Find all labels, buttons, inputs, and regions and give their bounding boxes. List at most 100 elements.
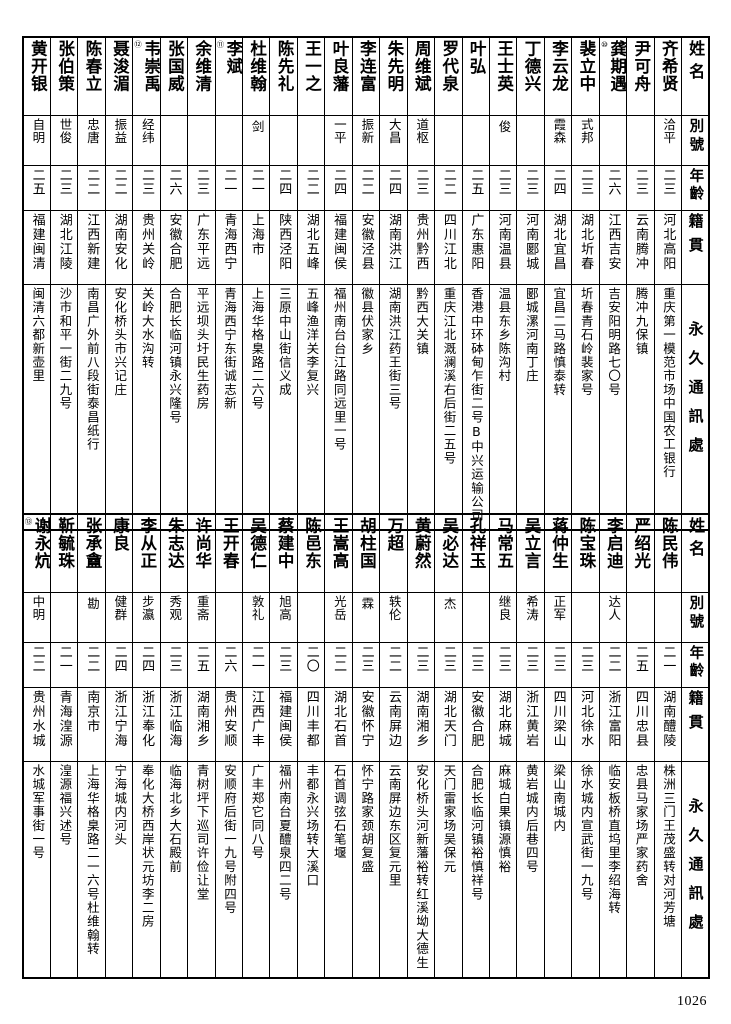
name-text: 万超 (384, 517, 404, 552)
cell-address: 安顺府后街一九号附四号 (214, 761, 244, 979)
name-text: 许尚华 (192, 517, 212, 570)
roster-table-bottom: 谢永炕 ⑬ 靳毓珠 张承盦 康良 李从正 朱志达 许尚华 王开春 吴德仁 蔡建中 … (21, 513, 710, 979)
cell-address: 五峰渔洋关李复兴 (296, 284, 326, 532)
cell-age: 二三 (488, 642, 518, 688)
cell-origin: 湖北宜昌 (543, 210, 573, 285)
cell-address: 黔西大关镇 (406, 284, 436, 532)
cell-address: 吉安阳明路七〇号 (598, 284, 628, 532)
name-text: 王士英 (494, 40, 514, 93)
cell-name: 严绍光 (626, 513, 655, 593)
cell-origin: 陕西泾阳 (269, 210, 298, 285)
name-superscript: ⑩ (601, 40, 608, 49)
cell-address: 怀宁路家颈胡复盛 (351, 761, 381, 979)
cell-age: 二三 (269, 642, 298, 688)
cell-alias: 一平 (324, 115, 353, 166)
name-text: 李云龙 (549, 40, 569, 93)
cell-address: 合肥长临河镇裕慎祥号 (461, 761, 490, 979)
cell-age: 二一 (241, 165, 271, 211)
name-text: 裴立中 (576, 40, 596, 93)
cell-address: 上海华格臬路二一六号杜维翰转 (77, 761, 106, 979)
cell-name: 蔡建中 (269, 513, 298, 593)
cell-age: 二三 (49, 165, 79, 211)
cell-origin: 湖北石首 (324, 687, 353, 762)
row-alias: 中明 勘 健群 步瀛 秀观 重斋 敦礼 旭高 光岳 霖 轶伦 杰 继良 希涛 正… (21, 592, 710, 643)
cell-address: 温县东乡陈沟村 (488, 284, 518, 532)
cell-name: 朱志达 (159, 513, 189, 593)
cell-name: 吴德仁 (241, 513, 271, 593)
name-text: 聂浚湄 (110, 40, 130, 93)
cell-name: 朱先明 (379, 36, 408, 116)
cell-age: 二四 (269, 165, 298, 211)
name-text: 陈邑东 (302, 517, 322, 570)
name-text: 龚期遇 (607, 40, 627, 93)
name-text: 李连富 (357, 40, 377, 93)
header-age-text: 年齡 (687, 645, 704, 680)
cell-name: 李连富 (351, 36, 381, 116)
cell-name: 裴立中 (571, 36, 600, 116)
cell-alias: 轶伦 (379, 592, 408, 643)
cell-origin: 云南腾冲 (626, 210, 655, 285)
cell-alias: 正军 (543, 592, 573, 643)
cell-name: 王嵩高 (324, 513, 353, 593)
cell-age: 二三 (406, 642, 436, 688)
cell-origin: 河北徐水 (571, 687, 600, 762)
cell-age: 二三 (406, 165, 436, 211)
cell-address: 青树坪下巡司许俭让堂 (187, 761, 216, 979)
cell-age: 二四 (543, 165, 573, 211)
page-number: 1026 (677, 994, 707, 1009)
cell-origin: 上海市 (241, 210, 271, 285)
cell-age: 二一 (241, 642, 271, 688)
row-origin: 贵州水城 青海湟源 南京市 浙江宁海 浙江奉化 浙江临海 湖南湘乡 贵州安顺 江… (21, 687, 710, 762)
cell-age: 二三 (132, 165, 161, 211)
cell-age: 二二 (104, 165, 134, 211)
name-text: 王嵩高 (329, 517, 349, 570)
cell-address: 青海西宁东街诚志新 (214, 284, 244, 532)
cell-alias (434, 115, 463, 166)
cell-name: 陈先礼 (269, 36, 298, 116)
cell-age: 二五 (187, 642, 216, 688)
cell-name: 韦崇禹 ⑫ (132, 36, 161, 116)
cell-name: 陈邑东 (296, 513, 326, 593)
cell-origin: 青海湟源 (49, 687, 79, 762)
cell-address: 石首调弦石笔堰 (324, 761, 353, 979)
cell-origin: 安徽怀宁 (351, 687, 381, 762)
cell-alias (626, 115, 655, 166)
header-address: 永久通訊處 (681, 284, 710, 532)
cell-age: 二五 (461, 165, 490, 211)
cell-origin: 贵州黔西 (406, 210, 436, 285)
row-name: 谢永炕 ⑬ 靳毓珠 张承盦 康良 李从正 朱志达 许尚华 王开春 吴德仁 蔡建中 … (21, 513, 710, 593)
cell-name: 王士英 (488, 36, 518, 116)
cell-origin: 江西吉安 (598, 210, 628, 285)
cell-address: 徐水城内宣武街一九号 (571, 761, 600, 979)
cell-address: 黄岩城内后巷四号 (516, 761, 545, 979)
cell-name: 罗代泉 (434, 36, 463, 116)
cell-age: 二〇 (296, 642, 326, 688)
cell-alias: 道枢 (406, 115, 436, 166)
cell-address: 闽清六都新壶里 (21, 284, 51, 532)
header-age: 年齡 (681, 642, 710, 688)
cell-alias (296, 115, 326, 166)
cell-address: 宁海城内河头 (104, 761, 134, 979)
cell-alias: 剑 (241, 115, 271, 166)
header-age: 年齡 (681, 165, 710, 211)
cell-alias: 中明 (21, 592, 51, 643)
cell-origin: 河北高阳 (653, 210, 683, 285)
cell-origin: 浙江富阳 (598, 687, 628, 762)
name-text: 严绍光 (631, 517, 651, 570)
cell-alias: 健群 (104, 592, 134, 643)
cell-origin: 江西新建 (77, 210, 106, 285)
name-text: 余维清 (192, 40, 212, 93)
name-text: 罗代泉 (439, 40, 459, 93)
cell-address: 三原中山街信义成 (269, 284, 298, 532)
cell-address: 合肥长临河镇永兴隆号 (159, 284, 189, 532)
cell-name: 靳毓珠 (49, 513, 79, 593)
roster-table-bottom-wrapper: 谢永炕 ⑬ 靳毓珠 张承盦 康良 李从正 朱志达 许尚华 王开春 吴德仁 蔡建中 … (21, 513, 710, 979)
cell-origin: 广东惠阳 (461, 210, 490, 285)
cell-address: 临安板桥直坞里李绍海转 (598, 761, 628, 979)
cell-alias: 洽平 (653, 115, 683, 166)
cell-origin: 青海西宁 (214, 210, 244, 285)
cell-address: 云南屏边东区复元里 (379, 761, 408, 979)
cell-name: 李从正 (132, 513, 161, 593)
cell-alias (187, 115, 216, 166)
